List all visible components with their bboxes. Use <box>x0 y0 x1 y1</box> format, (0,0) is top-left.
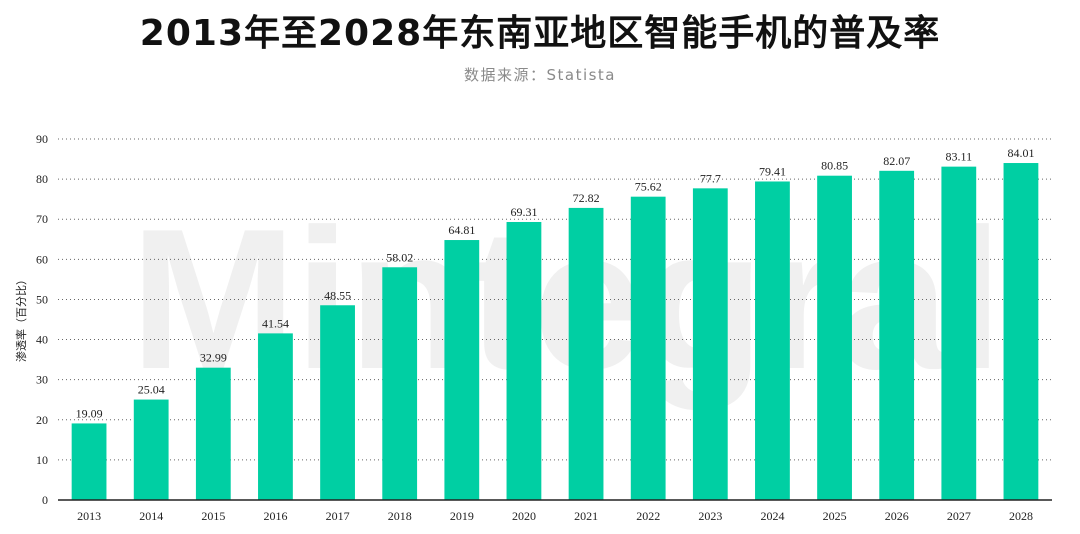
x-tick-label: 2024 <box>760 509 784 523</box>
bar <box>568 207 604 500</box>
bar <box>692 188 728 500</box>
bar <box>71 423 107 500</box>
x-tick-label: 2014 <box>139 509 163 523</box>
bar <box>382 267 418 500</box>
bar <box>195 367 231 500</box>
bar-value-label: 41.54 <box>262 316 289 330</box>
y-tick-label: 70 <box>36 212 48 226</box>
bar-value-label: 48.55 <box>324 288 351 302</box>
y-tick-label: 20 <box>36 413 48 427</box>
chart-subtitle: 数据来源：Statista <box>463 66 617 84</box>
x-tick-label: 2013 <box>77 509 101 523</box>
y-tick-label: 30 <box>36 373 48 387</box>
bar <box>817 175 852 500</box>
y-tick-label: 50 <box>36 292 48 306</box>
bar <box>258 333 293 500</box>
bar-value-label: 72.82 <box>573 191 600 205</box>
bar-value-label: 75.62 <box>635 180 662 194</box>
bar <box>630 196 666 500</box>
bar <box>320 305 355 500</box>
y-tick-label: 60 <box>36 252 48 266</box>
bar-value-label: 64.81 <box>448 223 475 237</box>
y-tick-label: 40 <box>36 333 48 347</box>
bar <box>755 181 790 500</box>
x-tick-label: 2023 <box>698 509 722 523</box>
x-tick-label: 2028 <box>1009 509 1033 523</box>
bar <box>879 170 915 500</box>
x-tick-label: 2017 <box>326 509 350 523</box>
x-tick-label: 2016 <box>263 509 287 523</box>
bar-value-label: 79.41 <box>759 164 786 178</box>
bar-value-label: 69.31 <box>510 205 537 219</box>
bar-value-label: 25.04 <box>138 383 165 397</box>
bar <box>941 166 977 501</box>
x-tick-label: 2027 <box>947 509 971 523</box>
y-tick-label: 10 <box>36 453 48 467</box>
bar-value-label: 83.11 <box>946 150 973 164</box>
bar <box>444 240 480 500</box>
x-tick-label: 2022 <box>636 509 660 523</box>
y-tick-label: 0 <box>42 493 48 507</box>
y-tick-label: 90 <box>36 132 48 146</box>
x-tick-label: 2026 <box>885 509 909 523</box>
bar-value-label: 58.02 <box>386 250 413 264</box>
bar <box>133 399 169 500</box>
x-tick-label: 2025 <box>823 509 847 523</box>
bar-value-label: 19.09 <box>76 406 103 420</box>
x-tick-label: 2021 <box>574 509 598 523</box>
y-tick-label: 80 <box>36 172 48 186</box>
x-tick-label: 2015 <box>201 509 225 523</box>
x-tick-label: 2019 <box>450 509 474 523</box>
chart-title: 2013年至2028年东南亚地区智能手机的普及率 <box>139 13 941 54</box>
bar-value-label: 84.01 <box>1007 146 1034 160</box>
bar-value-label: 82.07 <box>883 154 910 168</box>
bar-value-label: 32.99 <box>200 351 227 365</box>
bar <box>1003 163 1039 500</box>
x-tick-label: 2020 <box>512 509 536 523</box>
bar <box>506 221 542 501</box>
bar-value-label: 77.7 <box>700 171 721 185</box>
x-tick-label: 2018 <box>388 509 412 523</box>
bar-value-label: 80.85 <box>821 159 848 173</box>
